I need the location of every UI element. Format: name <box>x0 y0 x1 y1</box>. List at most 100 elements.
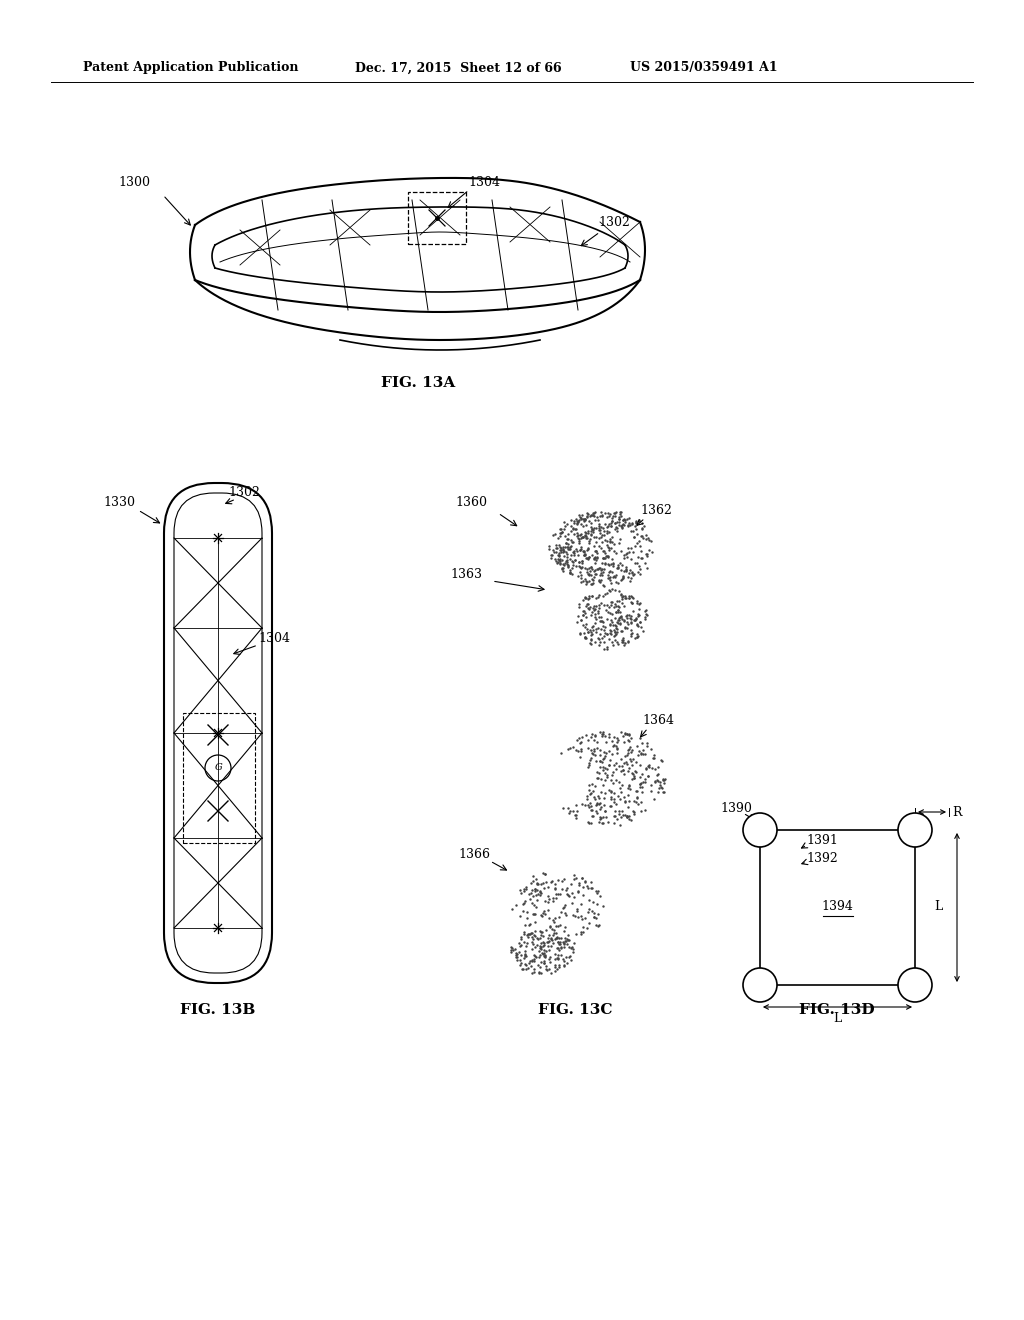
Point <box>636 516 652 537</box>
Point <box>605 735 622 756</box>
Point <box>615 566 632 587</box>
Point <box>602 595 618 616</box>
Point <box>615 752 632 774</box>
Point <box>530 962 547 983</box>
Point <box>628 511 644 532</box>
Point <box>616 587 633 609</box>
Point <box>573 524 590 545</box>
Point <box>617 560 634 581</box>
Point <box>518 907 535 928</box>
Point <box>543 928 559 949</box>
Point <box>624 593 640 614</box>
Point <box>575 541 592 562</box>
Point <box>652 750 669 771</box>
Point <box>540 876 556 898</box>
Point <box>607 566 624 587</box>
Point <box>602 620 618 642</box>
Point <box>578 573 594 594</box>
Point <box>535 906 551 927</box>
Point <box>569 741 586 762</box>
Point <box>624 512 640 533</box>
Point <box>589 507 605 528</box>
Point <box>553 937 569 958</box>
Point <box>649 771 666 792</box>
Point <box>575 540 592 561</box>
Point <box>609 634 626 655</box>
Point <box>627 628 643 649</box>
Point <box>629 627 645 648</box>
Point <box>552 552 568 573</box>
Point <box>534 939 550 960</box>
Point <box>575 605 592 626</box>
Point <box>613 586 630 607</box>
Point <box>651 777 668 799</box>
Point <box>612 502 629 523</box>
Point <box>572 539 589 560</box>
Point <box>639 543 655 564</box>
Point <box>581 546 597 568</box>
Point <box>566 540 583 561</box>
Point <box>626 527 642 548</box>
Point <box>629 593 645 614</box>
Point <box>541 908 557 929</box>
Point <box>630 561 646 582</box>
Point <box>508 942 524 964</box>
Point <box>580 539 596 560</box>
Point <box>580 902 596 923</box>
Point <box>595 748 611 770</box>
Point <box>616 791 633 812</box>
Point <box>521 950 538 972</box>
Point <box>616 510 633 531</box>
Point <box>612 614 629 635</box>
Point <box>629 614 645 635</box>
Point <box>579 558 595 579</box>
Point <box>618 723 635 744</box>
Point <box>572 539 589 560</box>
Point <box>621 739 637 760</box>
Point <box>540 886 556 907</box>
Point <box>640 755 656 776</box>
Point <box>630 603 646 624</box>
Point <box>597 800 613 821</box>
Point <box>579 506 595 527</box>
Point <box>587 541 603 562</box>
Point <box>637 607 653 628</box>
Point <box>593 796 609 817</box>
Point <box>573 552 590 573</box>
Point <box>585 504 601 525</box>
Point <box>601 560 617 581</box>
Point <box>638 543 654 564</box>
Point <box>592 562 608 583</box>
Text: FIG. 13C: FIG. 13C <box>538 1003 612 1016</box>
Point <box>602 553 618 574</box>
Point <box>620 743 636 764</box>
Point <box>581 531 597 552</box>
Point <box>602 795 618 816</box>
Point <box>553 945 569 966</box>
Point <box>578 570 594 591</box>
Point <box>621 630 637 651</box>
Point <box>574 504 591 525</box>
Point <box>561 549 578 570</box>
Point <box>554 870 570 891</box>
Point <box>618 587 635 609</box>
Point <box>585 743 601 764</box>
Point <box>624 562 640 583</box>
Point <box>653 751 670 772</box>
Point <box>534 921 550 942</box>
Point <box>537 863 553 884</box>
Point <box>632 727 648 748</box>
Point <box>639 545 655 566</box>
Point <box>546 919 562 940</box>
Point <box>555 932 571 953</box>
Point <box>528 946 545 968</box>
Point <box>523 923 540 944</box>
Point <box>566 524 583 545</box>
Point <box>535 942 551 964</box>
Point <box>589 762 605 783</box>
Point <box>529 874 546 895</box>
Point <box>548 883 564 904</box>
Point <box>592 506 608 527</box>
Point <box>584 586 600 607</box>
Point <box>580 738 596 759</box>
